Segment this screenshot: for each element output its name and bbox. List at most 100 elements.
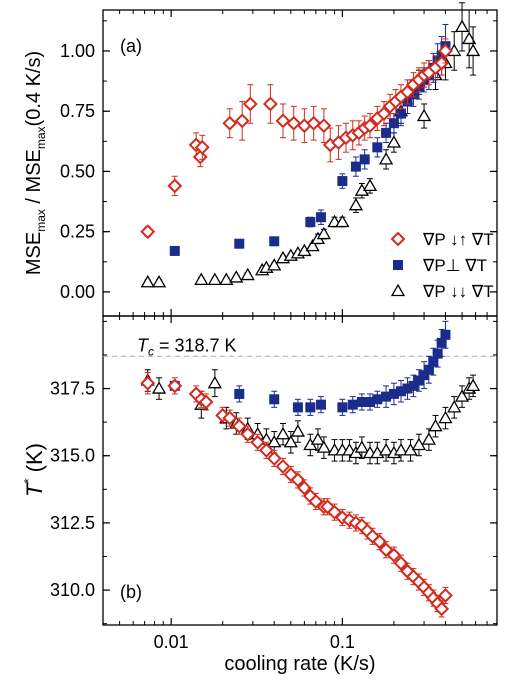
- data-point-square: [347, 399, 358, 410]
- legend-item: ∇P⊥ ∇T: [393, 256, 487, 275]
- series-triangle: [140, 369, 481, 465]
- data-point-square: [359, 154, 370, 165]
- data-point-triangle: [316, 226, 332, 240]
- data-point-diamond: [250, 434, 266, 450]
- data-point-triangle: [378, 443, 394, 456]
- x-tick-label: 0.1: [330, 632, 355, 652]
- data-point-square: [269, 236, 280, 247]
- y-tick-label: 310.0: [50, 580, 95, 600]
- data-point-square: [292, 402, 303, 413]
- y-tick-label: 0.25: [60, 222, 95, 242]
- data-point-triangle: [194, 272, 209, 286]
- data-point-square: [337, 176, 348, 187]
- panel-b: (b) Tc = 318.7 K T* (K) cooling rate (K/…: [21, 315, 498, 675]
- data-point-triangle: [305, 238, 320, 252]
- data-point-diamond: [167, 178, 183, 194]
- data-point-diamond: [240, 426, 256, 442]
- y-tick-label: 315.0: [50, 446, 95, 466]
- data-point-diamond: [192, 149, 208, 165]
- data-point-triangle: [151, 274, 167, 288]
- legend-label: ∇P⊥ ∇T: [422, 256, 487, 275]
- data-point-triangle: [335, 214, 350, 228]
- legend-label: ∇P ↓↑ ∇T: [422, 230, 494, 249]
- data-point-diamond: [393, 555, 409, 571]
- tc-label-sub: c: [148, 344, 154, 358]
- y-axis-title-a-sub2: max: [34, 126, 48, 149]
- data-point-square: [408, 380, 419, 391]
- data-point-diamond: [275, 459, 291, 474]
- panel-a-y-axis-title: MSEmax / MSEmax(0.4 K/s): [23, 51, 48, 275]
- data-point-square: [413, 375, 424, 386]
- data-point-triangle: [465, 378, 481, 392]
- data-point-triangle: [283, 434, 298, 448]
- y-axis-title-b-main: T: [22, 482, 47, 497]
- data-point-diamond: [234, 113, 250, 129]
- data-point-triangle: [219, 272, 234, 286]
- data-point-diamond: [372, 534, 388, 550]
- y-tick-label: 312.5: [50, 513, 95, 533]
- panel-b-series: [140, 320, 481, 618]
- data-point-diamond: [386, 547, 402, 563]
- data-point-triangle: [290, 424, 306, 437]
- legend-marker-square: [393, 260, 403, 270]
- y-tick-label: 1.00: [60, 41, 95, 61]
- data-point-diamond: [222, 115, 238, 131]
- x-axis-title: cooling rate (K/s): [224, 653, 375, 675]
- y-axis-title-a-sub1: max: [34, 209, 48, 232]
- panel-a: (a) MSEmax / MSEmax(0.4 K/s) 0.000.250.5…: [23, 2, 498, 317]
- data-point-diamond: [362, 118, 378, 134]
- data-point-diamond: [194, 139, 210, 155]
- data-point-triangle: [421, 432, 436, 445]
- data-point-triangle: [316, 440, 332, 453]
- data-point-square: [305, 402, 316, 413]
- data-point-square: [169, 245, 180, 256]
- data-point-triangle: [140, 274, 155, 288]
- data-point-square: [337, 402, 348, 413]
- legend: ∇P ↓↑ ∇T ∇P⊥ ∇T ∇P ↓↓ ∇T: [390, 230, 494, 301]
- panel-a-series: [140, 2, 481, 288]
- data-point-square: [315, 399, 326, 410]
- data-point-square: [305, 217, 316, 228]
- data-point-triangle: [229, 270, 244, 283]
- y-axis-title-b-sup: *: [21, 478, 36, 483]
- data-point-diamond: [306, 115, 322, 131]
- y-tick-label: 317.5: [50, 379, 95, 399]
- y-axis-title-a-tail: (0.4 K/s): [23, 51, 45, 127]
- data-point-triangle: [151, 381, 167, 394]
- panel-b-x-ticks: 0.01 0.1: [102, 316, 498, 652]
- data-point-triangle: [207, 375, 222, 389]
- data-point-diamond: [308, 493, 324, 509]
- tc-label: Tc = 318.7 K: [137, 335, 237, 358]
- data-point-diamond: [242, 96, 258, 112]
- data-point-diamond: [316, 118, 332, 134]
- legend-item: ∇P ↓↓ ∇T: [390, 282, 494, 301]
- data-point-diamond: [286, 115, 302, 131]
- data-point-diamond: [140, 375, 156, 391]
- data-point-square: [381, 127, 392, 138]
- data-point-diamond: [296, 480, 312, 496]
- data-point-triangle: [362, 178, 378, 192]
- data-point-triangle: [267, 434, 282, 448]
- data-point-diamond: [266, 450, 282, 466]
- tc-label-main: T: [137, 335, 150, 355]
- data-point-diamond: [275, 113, 291, 129]
- data-point-diamond: [167, 378, 183, 394]
- data-point-triangle: [438, 410, 453, 424]
- y-axis-title-a-mid: / MSE: [23, 149, 45, 209]
- data-point-square: [440, 329, 451, 340]
- data-point-diamond: [140, 224, 156, 240]
- data-point-triangle: [386, 135, 402, 148]
- legend-marker-diamond: [390, 231, 406, 247]
- panel-a-y-ticks: 0.00 0.25 0.50 0.75 1.00: [60, 20, 497, 302]
- data-point-triangle: [428, 418, 443, 432]
- panel-a-label: (a): [120, 36, 142, 56]
- data-point-triangle: [447, 400, 462, 413]
- data-point-triangle: [354, 440, 369, 453]
- data-point-diamond: [438, 43, 453, 59]
- data-point-triangle: [310, 432, 326, 445]
- data-point-diamond: [231, 418, 247, 434]
- panel-a-x-ticks: [102, 10, 498, 316]
- data-point-triangle: [240, 267, 255, 281]
- tc-label-tail: = 318.7 K: [154, 335, 237, 355]
- data-point-triangle: [462, 31, 477, 45]
